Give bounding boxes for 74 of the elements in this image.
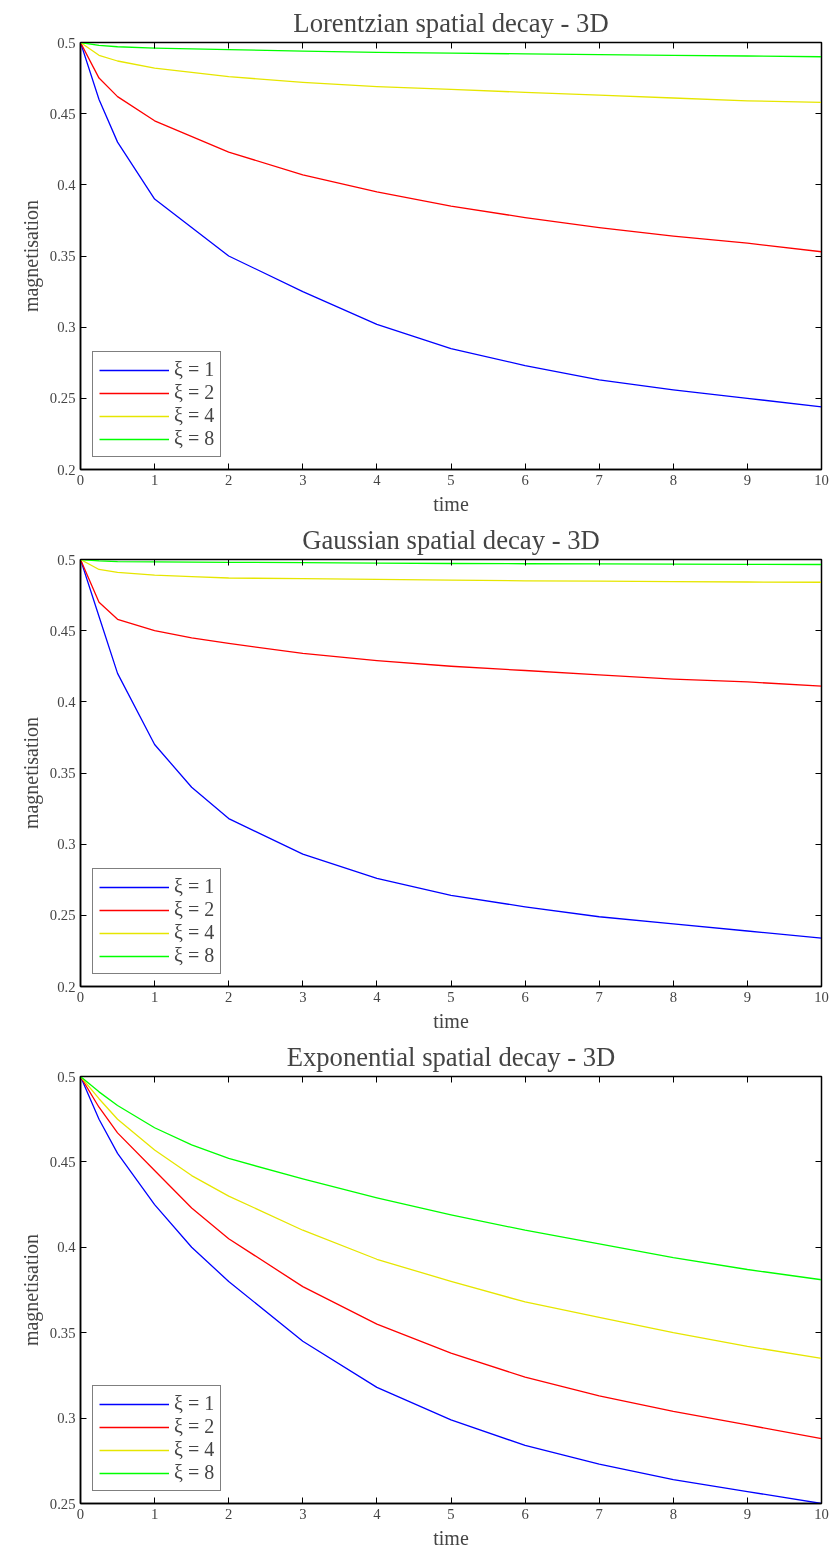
y-axis-title: magnetisation [19, 199, 43, 313]
x-tick-label: 10 [814, 471, 829, 488]
y-tick-label: 0.3 [57, 319, 76, 336]
x-tick-label: 7 [595, 471, 603, 488]
y-tick-label: 0.45 [49, 622, 76, 639]
y-tick-label: 0.4 [57, 176, 77, 193]
x-tick-label: 8 [669, 988, 677, 1005]
x-axis-title: time [433, 492, 469, 515]
y-tick-label: 0.35 [49, 1324, 76, 1341]
y-tick-label: 0.4 [57, 693, 77, 710]
legend-label: ξ = 1 [174, 358, 215, 381]
x-tick-label: 4 [373, 988, 382, 1005]
x-axis-title: time [433, 1526, 469, 1549]
legend-label: ξ = 8 [174, 427, 215, 450]
x-tick-label: 5 [447, 988, 455, 1005]
x-tick-label: 2 [225, 988, 233, 1005]
y-tick-label: 0.4 [57, 1239, 77, 1256]
y-axis-title: magnetisation [19, 1233, 43, 1347]
x-tick-label: 8 [669, 1505, 677, 1522]
x-tick-label: 1 [150, 988, 159, 1005]
y-tick-label: 0.5 [57, 551, 76, 568]
x-tick-label: 5 [447, 471, 455, 488]
x-tick-label: 4 [373, 471, 382, 488]
x-tick-label: 0 [76, 471, 85, 488]
y-tick-label: 0.3 [57, 836, 76, 853]
legend-label: ξ = 1 [174, 1392, 215, 1415]
y-tick-label: 0.3 [57, 1410, 76, 1427]
legend-label: ξ = 2 [174, 381, 215, 404]
legend-label: ξ = 4 [174, 404, 215, 427]
x-tick-label: 6 [521, 988, 529, 1005]
x-tick-label: 2 [225, 471, 233, 488]
x-tick-label: 3 [299, 471, 307, 488]
x-tick-label: 1 [150, 1505, 159, 1522]
y-tick-label: 0.45 [49, 1153, 76, 1170]
y-tick-label: 0.45 [49, 105, 76, 122]
x-tick-label: 7 [595, 1505, 603, 1522]
chart-title: Lorentzian spatial decay - 3D [293, 7, 609, 38]
x-tick-label: 3 [299, 988, 307, 1005]
chart-title: Gaussian spatial decay - 3D [302, 524, 600, 555]
y-tick-label: 0.25 [49, 1495, 76, 1512]
x-tick-label: 1 [150, 471, 159, 488]
legend-label: ξ = 2 [174, 898, 215, 921]
x-tick-label: 0 [76, 988, 85, 1005]
legend-label: ξ = 4 [174, 1438, 215, 1461]
y-tick-label: 0.35 [49, 248, 76, 264]
chart-title: Exponential spatial decay - 3D [286, 1041, 616, 1072]
legend-label: ξ = 8 [174, 944, 215, 967]
x-tick-label: 3 [299, 1505, 307, 1522]
x-tick-label: 5 [447, 1505, 455, 1522]
x-axis-title: time [433, 1009, 469, 1032]
y-tick-label: 0.2 [57, 461, 76, 478]
y-tick-label: 0.2 [57, 978, 76, 995]
x-tick-label: 9 [743, 988, 752, 1005]
legend-label: ξ = 1 [174, 875, 215, 898]
y-tick-label: 0.5 [57, 34, 76, 51]
legend-label: ξ = 8 [174, 1461, 215, 1484]
x-tick-label: 2 [225, 1505, 233, 1522]
x-tick-label: 0 [76, 1505, 85, 1522]
x-tick-label: 4 [373, 1505, 382, 1522]
x-tick-label: 9 [743, 1505, 752, 1522]
y-axis-title: magnetisation [19, 716, 43, 830]
x-tick-label: 10 [814, 988, 829, 1005]
legend-label: ξ = 2 [174, 1415, 215, 1438]
x-tick-label: 8 [669, 471, 677, 488]
x-tick-label: 7 [595, 988, 603, 1005]
y-tick-label: 0.35 [49, 765, 76, 781]
x-tick-label: 6 [521, 1505, 529, 1522]
x-tick-label: 10 [814, 1505, 829, 1522]
y-tick-label: 0.25 [49, 907, 76, 924]
y-tick-label: 0.5 [57, 1068, 76, 1085]
y-tick-label: 0.25 [49, 390, 76, 407]
x-tick-label: 6 [521, 471, 529, 488]
x-tick-label: 9 [743, 471, 752, 488]
legend-label: ξ = 4 [174, 921, 215, 944]
